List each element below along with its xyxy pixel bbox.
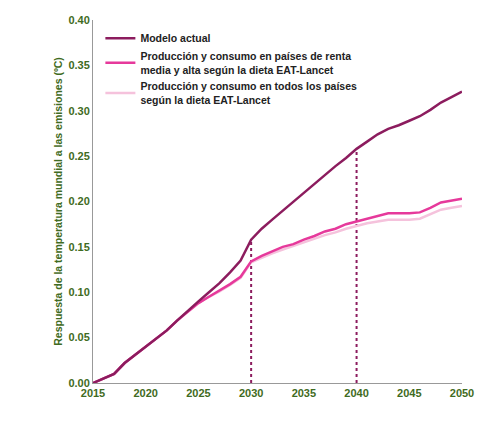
svg-text:Respuesta de la temperatura mu: Respuesta de la temperatura mundial a la… [52, 57, 64, 346]
svg-text:2015: 2015 [81, 387, 105, 399]
svg-text:0.40: 0.40 [68, 14, 89, 26]
svg-text:2040: 2040 [344, 387, 368, 399]
svg-text:2035: 2035 [292, 387, 316, 399]
svg-text:2030: 2030 [239, 387, 263, 399]
svg-text:Modelo actual: Modelo actual [140, 32, 210, 44]
svg-text:Producción y consumo en todos: Producción y consumo en todos los países… [140, 80, 357, 106]
svg-text:0.00: 0.00 [68, 377, 89, 389]
svg-text:0.35: 0.35 [68, 59, 89, 71]
svg-text:0.25: 0.25 [68, 150, 89, 162]
svg-text:2050: 2050 [450, 387, 474, 399]
svg-text:0.10: 0.10 [68, 286, 89, 298]
svg-text:0.15: 0.15 [68, 241, 89, 253]
svg-text:0.20: 0.20 [68, 195, 89, 207]
svg-text:0.30: 0.30 [68, 105, 89, 117]
svg-text:2020: 2020 [133, 387, 157, 399]
svg-text:2045: 2045 [397, 387, 421, 399]
svg-text:2025: 2025 [186, 387, 210, 399]
svg-text:Producción y consumo en países: Producción y consumo en países de rentam… [140, 50, 351, 76]
svg-text:0.05: 0.05 [68, 331, 89, 343]
